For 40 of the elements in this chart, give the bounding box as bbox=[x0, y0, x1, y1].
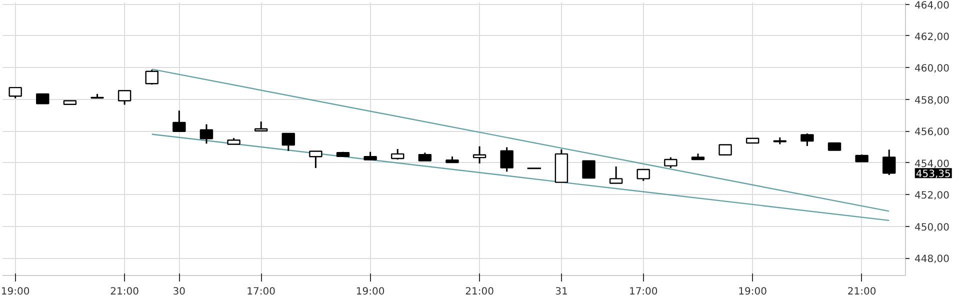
candlestick bbox=[282, 132, 295, 152]
y-tick-label: 464,00 bbox=[914, 0, 950, 12]
candlestick bbox=[145, 69, 158, 86]
y-tick-label: 450,00 bbox=[914, 222, 950, 234]
x-tick-label: 21:00 bbox=[847, 286, 876, 298]
x-tick-label: 19:00 bbox=[0, 286, 30, 298]
y-tick-label: 448,00 bbox=[914, 254, 950, 266]
x-tick-label: 19:00 bbox=[738, 286, 768, 298]
y-tick-label: 454,00 bbox=[914, 158, 950, 170]
candlestick bbox=[800, 132, 814, 147]
candlestick bbox=[582, 160, 596, 179]
candlestick bbox=[200, 123, 214, 144]
candlestick bbox=[391, 148, 404, 160]
candlestick bbox=[254, 120, 268, 132]
text: 453,35 bbox=[916, 169, 951, 180]
candlestick bbox=[172, 110, 186, 132]
candlestick bbox=[664, 156, 678, 169]
line-series bbox=[151, 134, 890, 222]
x-tick-label: 30 bbox=[172, 286, 186, 298]
candlestick bbox=[118, 90, 132, 106]
x-tick-label: 21:00 bbox=[110, 286, 139, 298]
x-tick-label: 19:00 bbox=[356, 286, 385, 298]
y-tick-label: 462,00 bbox=[914, 32, 950, 43]
y-tick-label: 456,00 bbox=[914, 127, 950, 138]
y-tick-label: 452,00 bbox=[914, 190, 950, 202]
candlestick bbox=[882, 148, 896, 176]
candlestick bbox=[609, 166, 623, 184]
y-tick-label: 460,00 bbox=[914, 64, 950, 75]
x-tick-label: 21:00 bbox=[465, 286, 494, 298]
candlestick bbox=[500, 146, 514, 172]
candlestick bbox=[8, 86, 22, 100]
candlestick bbox=[718, 144, 732, 156]
candlestick bbox=[36, 93, 50, 104]
x-tick-label: 17:00 bbox=[628, 286, 658, 298]
candlestick bbox=[309, 150, 322, 169]
x-tick-label: 31 bbox=[555, 286, 568, 298]
candlestick bbox=[636, 168, 650, 182]
y-tick-label: 458,00 bbox=[914, 95, 950, 106]
x-tick-label: 17:00 bbox=[246, 286, 276, 298]
candlestick bbox=[472, 146, 486, 164]
